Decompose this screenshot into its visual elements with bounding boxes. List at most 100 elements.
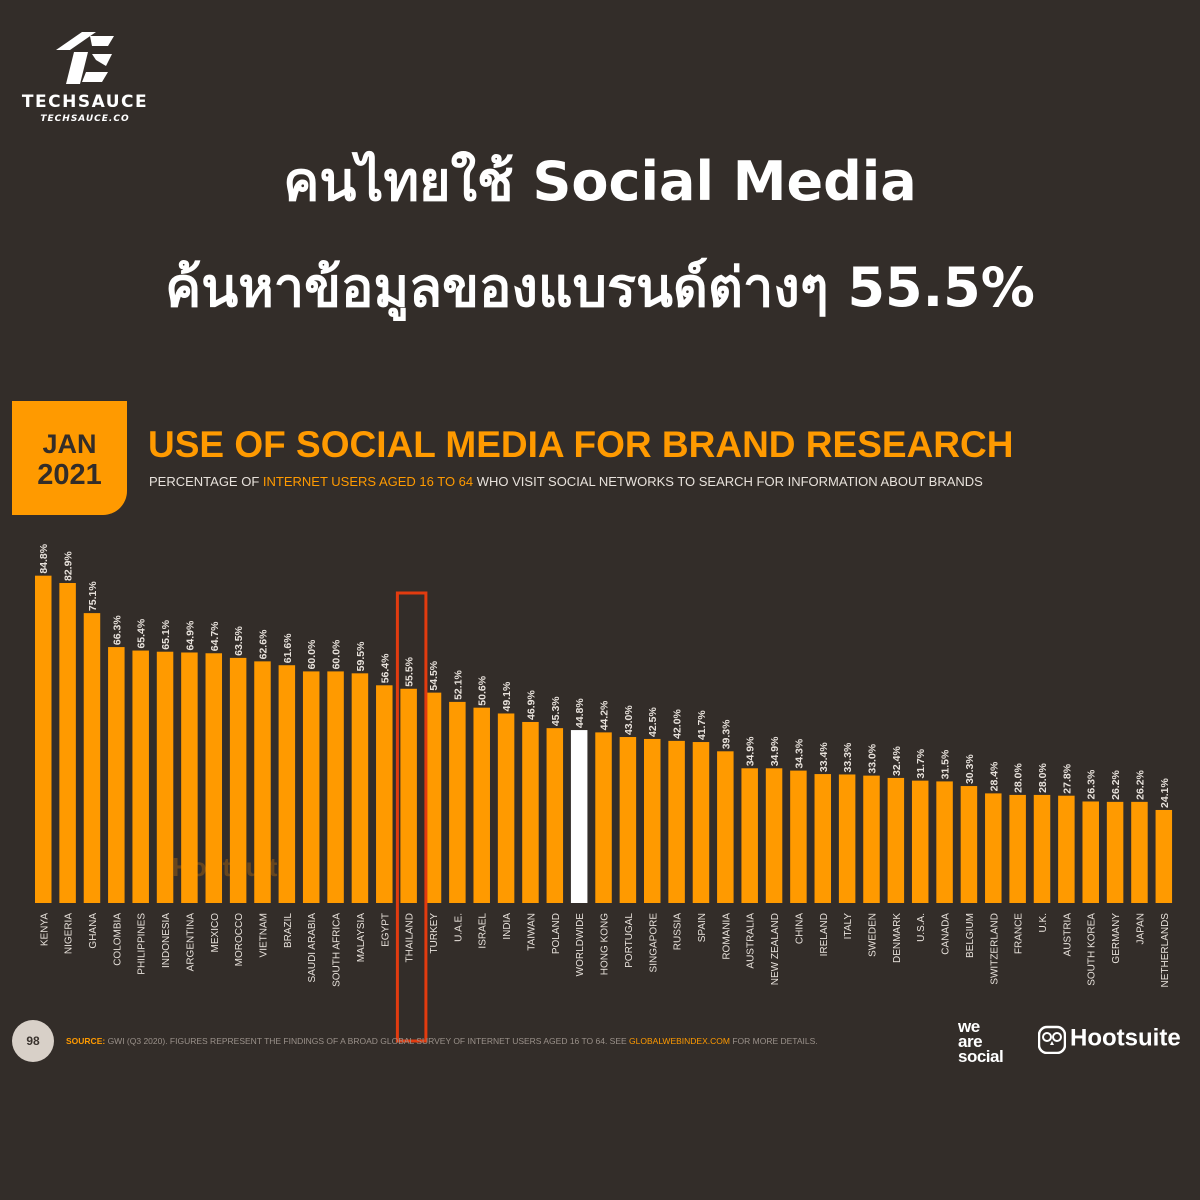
bar-colombia (108, 647, 125, 903)
bar-belgium (960, 786, 978, 903)
bar-australia (741, 768, 758, 903)
chart-subtitle: PERCENTAGE OF INTERNET USERS AGED 16 TO … (149, 474, 983, 489)
value-label: 59.5% (355, 641, 367, 671)
value-label: 31.7% (915, 748, 927, 778)
category-label: INDIA (502, 913, 513, 940)
badge-month: JAN (42, 429, 97, 459)
category-label: DENMARK (892, 913, 903, 963)
value-label: 60.0% (306, 639, 318, 669)
bar-u-k- (1033, 794, 1051, 903)
source-link[interactable]: GLOBALWEBINDEX.COM (629, 1036, 730, 1046)
value-label: 33.4% (818, 742, 830, 772)
bar-india (497, 713, 515, 903)
category-label: TAIWAN (526, 913, 537, 951)
value-label: 84.8% (38, 543, 50, 573)
category-label: FRANCE (1014, 913, 1025, 954)
value-label: 60.0% (331, 639, 343, 669)
value-label: 65.4% (136, 618, 148, 648)
techsauce-mark-icon (56, 32, 114, 84)
hootsuite-logo: Hootsuite (1037, 1024, 1181, 1055)
bar-saudi-arabia (302, 671, 320, 903)
bar-u-a-e- (449, 701, 466, 903)
bar-israel (473, 707, 490, 903)
category-label: GERMANY (1111, 913, 1122, 964)
bar-portugal (619, 737, 637, 903)
bar-new-zealand (765, 768, 783, 903)
bar-south-korea (1082, 801, 1099, 903)
category-label: VIETNAM (258, 913, 269, 957)
value-label: 50.6% (477, 675, 489, 705)
category-label: ISRAEL (478, 913, 489, 949)
value-label: 62.6% (257, 629, 269, 659)
value-label: 43.0% (623, 705, 635, 735)
value-label: 42.0% (672, 708, 684, 738)
category-label: SWITZERLAND (989, 913, 1000, 985)
bar-china (790, 770, 807, 903)
value-label: 33.0% (866, 743, 878, 773)
bar-russia (668, 740, 685, 903)
headline-line-2: ค้นหาข้อมูลของแบรนด์ต่างๆ 55.5% (165, 256, 1035, 319)
category-label: ROMANIA (721, 913, 732, 960)
bar-sweden (863, 775, 880, 903)
bar-worldwide (570, 730, 588, 903)
value-label: 56.4% (379, 653, 391, 683)
we-are-social-logo: we are social (958, 1017, 1004, 1066)
value-label: 26.3% (1086, 769, 1098, 799)
value-label: 26.2% (1110, 769, 1122, 799)
category-label: EGYPT (380, 913, 391, 947)
category-label: COLOMBIA (112, 913, 123, 966)
category-label: SINGAPORE (648, 913, 659, 973)
category-label: MEXICO (210, 913, 221, 953)
page-number: 98 (12, 1020, 54, 1062)
bar-austria (1058, 795, 1075, 903)
bar-canada (936, 781, 953, 903)
techsauce-logo: TECHSAUCE TECHSAUCE.CO (18, 26, 152, 124)
was-word-1: we (958, 1017, 980, 1036)
bar-turkey (424, 692, 442, 903)
date-badge: JAN 2021 (12, 401, 127, 515)
value-label: 42.5% (647, 707, 659, 737)
value-label: 45.3% (550, 696, 562, 726)
category-label: MOROCCO (234, 913, 245, 967)
bar-italy (838, 774, 856, 903)
bar-germany (1106, 801, 1124, 903)
category-label: ITALY (843, 913, 854, 940)
value-label: 49.1% (501, 681, 513, 711)
value-label: 52.1% (452, 669, 464, 699)
value-label: 55.5% (404, 656, 416, 686)
was-word-3: social (958, 1047, 1004, 1066)
subtitle-highlight: INTERNET USERS AGED 16 TO 64 (262, 474, 474, 489)
value-label: 66.3% (111, 615, 123, 645)
bar-netherlands (1155, 809, 1173, 903)
bar-spain (692, 742, 710, 903)
value-label: 82.9% (63, 551, 75, 581)
category-label: IRELAND (819, 913, 830, 956)
value-label: 46.9% (525, 690, 537, 720)
source-end: FOR MORE DETAILS. (729, 1036, 818, 1046)
category-label: BELGIUM (965, 913, 976, 958)
category-label: U.A.E. (453, 913, 464, 942)
source-label: SOURCE: (66, 1036, 106, 1046)
value-label: 64.7% (209, 621, 221, 651)
bar-south-africa (327, 671, 344, 903)
was-word-2: are (958, 1032, 983, 1051)
value-label: 31.5% (940, 749, 952, 779)
bar-morocco (229, 657, 247, 903)
bar-singapore (644, 738, 661, 903)
chart-title: USE OF SOCIAL MEDIA FOR BRAND RESEARCH (148, 424, 1014, 465)
value-label: 28.0% (1037, 762, 1049, 792)
value-label: 64.9% (184, 620, 196, 650)
category-label: SAUDI ARABIA (307, 913, 318, 983)
category-label: BRAZIL (283, 913, 294, 948)
category-label: CANADA (941, 913, 952, 955)
bar-switzerland (985, 793, 1002, 903)
category-label: POLAND (551, 913, 562, 954)
brand-name: TECHSAUCE (21, 92, 149, 112)
value-label: 41.7% (696, 710, 708, 740)
value-label: 75.1% (87, 581, 99, 611)
bar-france (1009, 794, 1026, 903)
value-label: 61.6% (282, 633, 294, 663)
value-label: 34.9% (769, 736, 781, 766)
category-label: JAPAN (1135, 913, 1146, 945)
category-label: NEW ZEALAND (770, 913, 781, 985)
